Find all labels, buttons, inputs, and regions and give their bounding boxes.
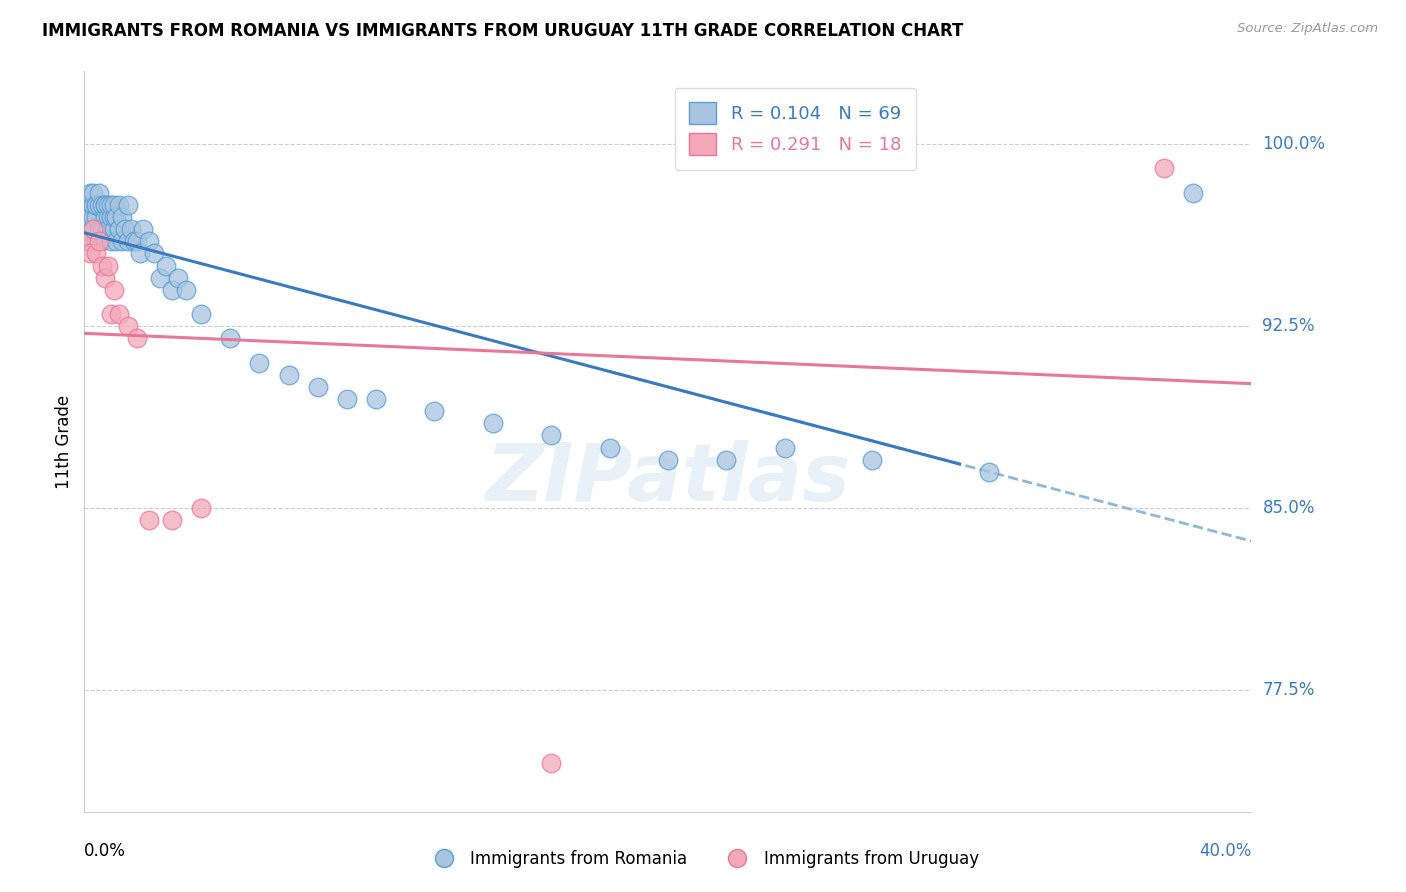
Y-axis label: 11th Grade: 11th Grade bbox=[55, 394, 73, 489]
Point bbox=[82, 198, 104, 212]
Point bbox=[84, 198, 107, 212]
Point bbox=[111, 210, 134, 224]
Point bbox=[117, 198, 139, 212]
Text: ZIPatlas: ZIPatlas bbox=[485, 440, 851, 517]
Point bbox=[103, 210, 125, 224]
Point bbox=[132, 222, 155, 236]
Point bbox=[82, 222, 104, 236]
Point bbox=[155, 259, 177, 273]
Point bbox=[190, 501, 212, 516]
Point bbox=[138, 513, 160, 527]
Point bbox=[84, 198, 107, 212]
Point bbox=[176, 283, 198, 297]
Point bbox=[423, 404, 446, 418]
Point bbox=[79, 246, 101, 260]
Text: 40.0%: 40.0% bbox=[1199, 842, 1251, 860]
Text: 0.0%: 0.0% bbox=[84, 842, 127, 860]
Point bbox=[716, 452, 738, 467]
Point bbox=[94, 198, 117, 212]
Point bbox=[94, 198, 117, 212]
Point bbox=[277, 368, 299, 382]
Text: 100.0%: 100.0% bbox=[1263, 136, 1326, 153]
Point bbox=[82, 222, 104, 236]
Point bbox=[773, 441, 796, 455]
Text: 77.5%: 77.5% bbox=[1263, 681, 1315, 699]
Point bbox=[79, 234, 101, 248]
Point bbox=[76, 198, 98, 212]
Point bbox=[100, 210, 122, 224]
Point bbox=[90, 259, 112, 273]
Point bbox=[166, 270, 188, 285]
Legend: Immigrants from Romania, Immigrants from Uruguay: Immigrants from Romania, Immigrants from… bbox=[420, 844, 986, 875]
Point bbox=[76, 222, 98, 236]
Point bbox=[657, 452, 679, 467]
Point bbox=[117, 319, 139, 334]
Point bbox=[87, 234, 110, 248]
Point bbox=[540, 756, 562, 771]
Point bbox=[108, 198, 131, 212]
Point bbox=[138, 234, 160, 248]
Point bbox=[249, 356, 271, 370]
Point bbox=[125, 331, 148, 345]
Point bbox=[219, 331, 242, 345]
Text: 85.0%: 85.0% bbox=[1263, 500, 1315, 517]
Point bbox=[336, 392, 359, 406]
Point bbox=[128, 246, 150, 260]
Point bbox=[307, 380, 329, 394]
Point bbox=[97, 198, 120, 212]
Point bbox=[1153, 161, 1175, 176]
Point bbox=[90, 198, 112, 212]
Point bbox=[100, 198, 122, 212]
Point bbox=[111, 234, 134, 248]
Point bbox=[105, 210, 128, 224]
Point bbox=[108, 222, 131, 236]
Text: 92.5%: 92.5% bbox=[1263, 318, 1315, 335]
Point bbox=[103, 198, 125, 212]
Point bbox=[97, 259, 120, 273]
Point bbox=[100, 234, 122, 248]
Point bbox=[84, 234, 107, 248]
Point bbox=[84, 210, 107, 224]
Point bbox=[94, 210, 117, 224]
Point bbox=[90, 222, 112, 236]
Point bbox=[97, 210, 120, 224]
Text: Source: ZipAtlas.com: Source: ZipAtlas.com bbox=[1237, 22, 1378, 36]
Point bbox=[117, 234, 139, 248]
Point bbox=[87, 222, 110, 236]
Point bbox=[366, 392, 388, 406]
Point bbox=[1182, 186, 1205, 200]
Point bbox=[82, 186, 104, 200]
Point bbox=[160, 283, 183, 297]
Point bbox=[190, 307, 212, 321]
Point bbox=[82, 210, 104, 224]
Point bbox=[105, 234, 128, 248]
Point bbox=[482, 417, 505, 431]
Point bbox=[540, 428, 562, 442]
Legend: R = 0.104   N = 69, R = 0.291   N = 18: R = 0.104 N = 69, R = 0.291 N = 18 bbox=[675, 87, 915, 169]
Point bbox=[90, 234, 112, 248]
Point bbox=[87, 186, 110, 200]
Point bbox=[120, 222, 142, 236]
Point bbox=[125, 234, 148, 248]
Point bbox=[97, 222, 120, 236]
Point bbox=[122, 234, 145, 248]
Point bbox=[103, 283, 125, 297]
Point bbox=[143, 246, 166, 260]
Point bbox=[87, 198, 110, 212]
Text: IMMIGRANTS FROM ROMANIA VS IMMIGRANTS FROM URUGUAY 11TH GRADE CORRELATION CHART: IMMIGRANTS FROM ROMANIA VS IMMIGRANTS FR… bbox=[42, 22, 963, 40]
Point bbox=[114, 222, 136, 236]
Point bbox=[860, 452, 883, 467]
Point bbox=[79, 210, 101, 224]
Point bbox=[149, 270, 172, 285]
Point bbox=[108, 307, 131, 321]
Point bbox=[599, 441, 621, 455]
Point bbox=[94, 270, 117, 285]
Point bbox=[100, 307, 122, 321]
Point bbox=[79, 186, 101, 200]
Point bbox=[977, 465, 1000, 479]
Point bbox=[84, 246, 107, 260]
Point bbox=[160, 513, 183, 527]
Point bbox=[76, 234, 98, 248]
Point bbox=[103, 222, 125, 236]
